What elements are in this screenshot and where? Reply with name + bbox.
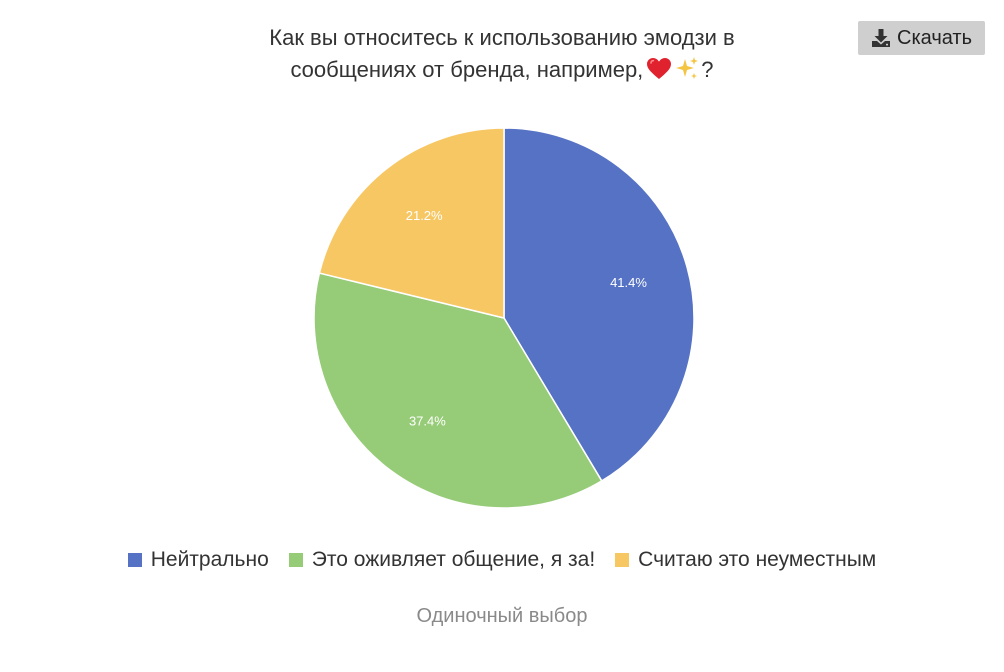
legend-item-positive[interactable]: Это оживляет общение, я за! bbox=[288, 548, 596, 572]
red-heart-icon bbox=[647, 57, 672, 79]
chart-legend: Нейтрально Это оживляет общение, я за! С… bbox=[0, 548, 1004, 572]
chart-title-end: ? bbox=[701, 57, 714, 82]
legend-label: Нейтрально bbox=[150, 548, 269, 571]
download-icon bbox=[871, 28, 891, 48]
pie-slice-neutral[interactable] bbox=[503, 127, 695, 482]
pie-label-neutral: 41.4% bbox=[610, 275, 647, 290]
download-button-label: Скачать bbox=[897, 26, 972, 49]
pie-slice-inappropriate[interactable] bbox=[318, 127, 505, 319]
pie-labels: 41.4% 37.4% 21.2% bbox=[406, 208, 648, 429]
legend-item-neutral[interactable]: Нейтрально bbox=[127, 548, 269, 572]
pie-label-positive: 37.4% bbox=[409, 413, 446, 428]
download-button[interactable]: Скачать bbox=[858, 21, 985, 55]
chart-title-line-2: сообщениях от бренда, например,? bbox=[202, 54, 802, 86]
sparkles-icon bbox=[674, 56, 700, 82]
pie-label-inappropriate: 21.2% bbox=[406, 208, 443, 223]
pie-slice-positive[interactable] bbox=[313, 272, 603, 509]
chart-title-line-2-text: сообщениях от бренда, например, bbox=[290, 57, 644, 82]
legend-swatch bbox=[615, 553, 630, 567]
chart-title: Как вы относитесь к использованию эмодзи… bbox=[202, 22, 802, 86]
pie-slices bbox=[313, 127, 695, 509]
legend-item-inappropriate[interactable]: Считаю это неуместным bbox=[615, 548, 876, 572]
chart-title-line-1: Как вы относитесь к использованию эмодзи… bbox=[269, 25, 735, 50]
legend-label: Это оживляет общение, я за! bbox=[311, 548, 596, 571]
legend-label: Считаю это неуместным bbox=[638, 548, 877, 571]
legend-swatch bbox=[288, 553, 303, 567]
question-type-label: Одиночный выбор bbox=[416, 605, 588, 627]
legend-swatch bbox=[127, 553, 142, 567]
